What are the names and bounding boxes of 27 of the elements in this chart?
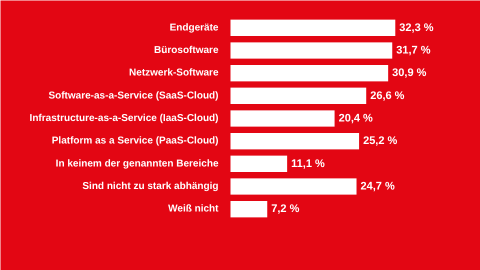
data-label: 25,2 % <box>363 135 398 148</box>
y-tick-label: Software-as-a-Service (SaaS-Cloud) <box>48 90 219 102</box>
data-label: 20,4 % <box>338 112 374 124</box>
bar <box>230 156 288 172</box>
data-label: 7,2 % <box>271 203 300 216</box>
bar <box>230 178 357 195</box>
y-tick-label: Endgeräte <box>170 22 219 34</box>
data-label: 30,9 % <box>392 67 427 80</box>
data-label: 26,6 % <box>370 90 405 102</box>
data-label: 24,7 % <box>360 180 395 192</box>
bar <box>230 20 396 36</box>
y-tick-label: Weiß nicht <box>168 204 220 215</box>
bar <box>230 65 388 82</box>
bar <box>230 88 366 104</box>
bar <box>230 201 268 218</box>
y-tick-label: Sind nicht zu stark abhängig <box>82 181 218 192</box>
data-label: 31,7 % <box>396 44 431 56</box>
y-tick-label: Netzwerk-Software <box>129 68 219 79</box>
bar <box>230 133 360 150</box>
bar <box>230 42 392 59</box>
y-tick-label: Infrastructure-as-a-Service (IaaS-Cloud) <box>30 113 219 124</box>
y-tick-label: In keinem der genannten Bereiche <box>56 158 219 170</box>
data-label: 11,1 % <box>291 158 325 170</box>
y-tick-label: Platform as a Service (PaaS-Cloud) <box>52 136 219 147</box>
data-label: 32,3 % <box>399 22 434 34</box>
bar <box>230 110 335 127</box>
y-tick-label: Bürosoftware <box>154 45 219 56</box>
